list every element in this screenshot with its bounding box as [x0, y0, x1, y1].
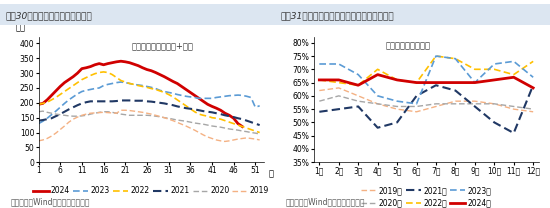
- Text: 图表31：近半月全国水泥库容比环比季度回升: 图表31：近半月全国水泥库容比环比季度回升: [280, 11, 394, 20]
- Text: 库容比：水泥：全国: 库容比：水泥：全国: [386, 41, 431, 50]
- Text: 资料来源：Wind，国盛证券研究所: 资料来源：Wind，国盛证券研究所: [286, 197, 366, 206]
- Legend: 2024, 2023, 2022, 2021, 2020, 2019: 2024, 2023, 2022, 2021, 2020, 2019: [30, 183, 272, 198]
- Text: 图表30：近半月沥青延续快速去库: 图表30：近半月沥青延续快速去库: [6, 11, 92, 20]
- Text: 万吨: 万吨: [16, 24, 26, 32]
- Text: 周: 周: [268, 170, 273, 179]
- Legend: 2019年, 2020年, 2021年, 2022年, 2023年, 2024年: 2019年, 2020年, 2021年, 2022年, 2023年, 2024年: [358, 183, 494, 208]
- Text: 国内沥青库存：社库+厂库: 国内沥青库存：社库+厂库: [131, 41, 194, 50]
- Text: 资料来源：Wind，国盛证券研究所: 资料来源：Wind，国盛证券研究所: [11, 197, 91, 206]
